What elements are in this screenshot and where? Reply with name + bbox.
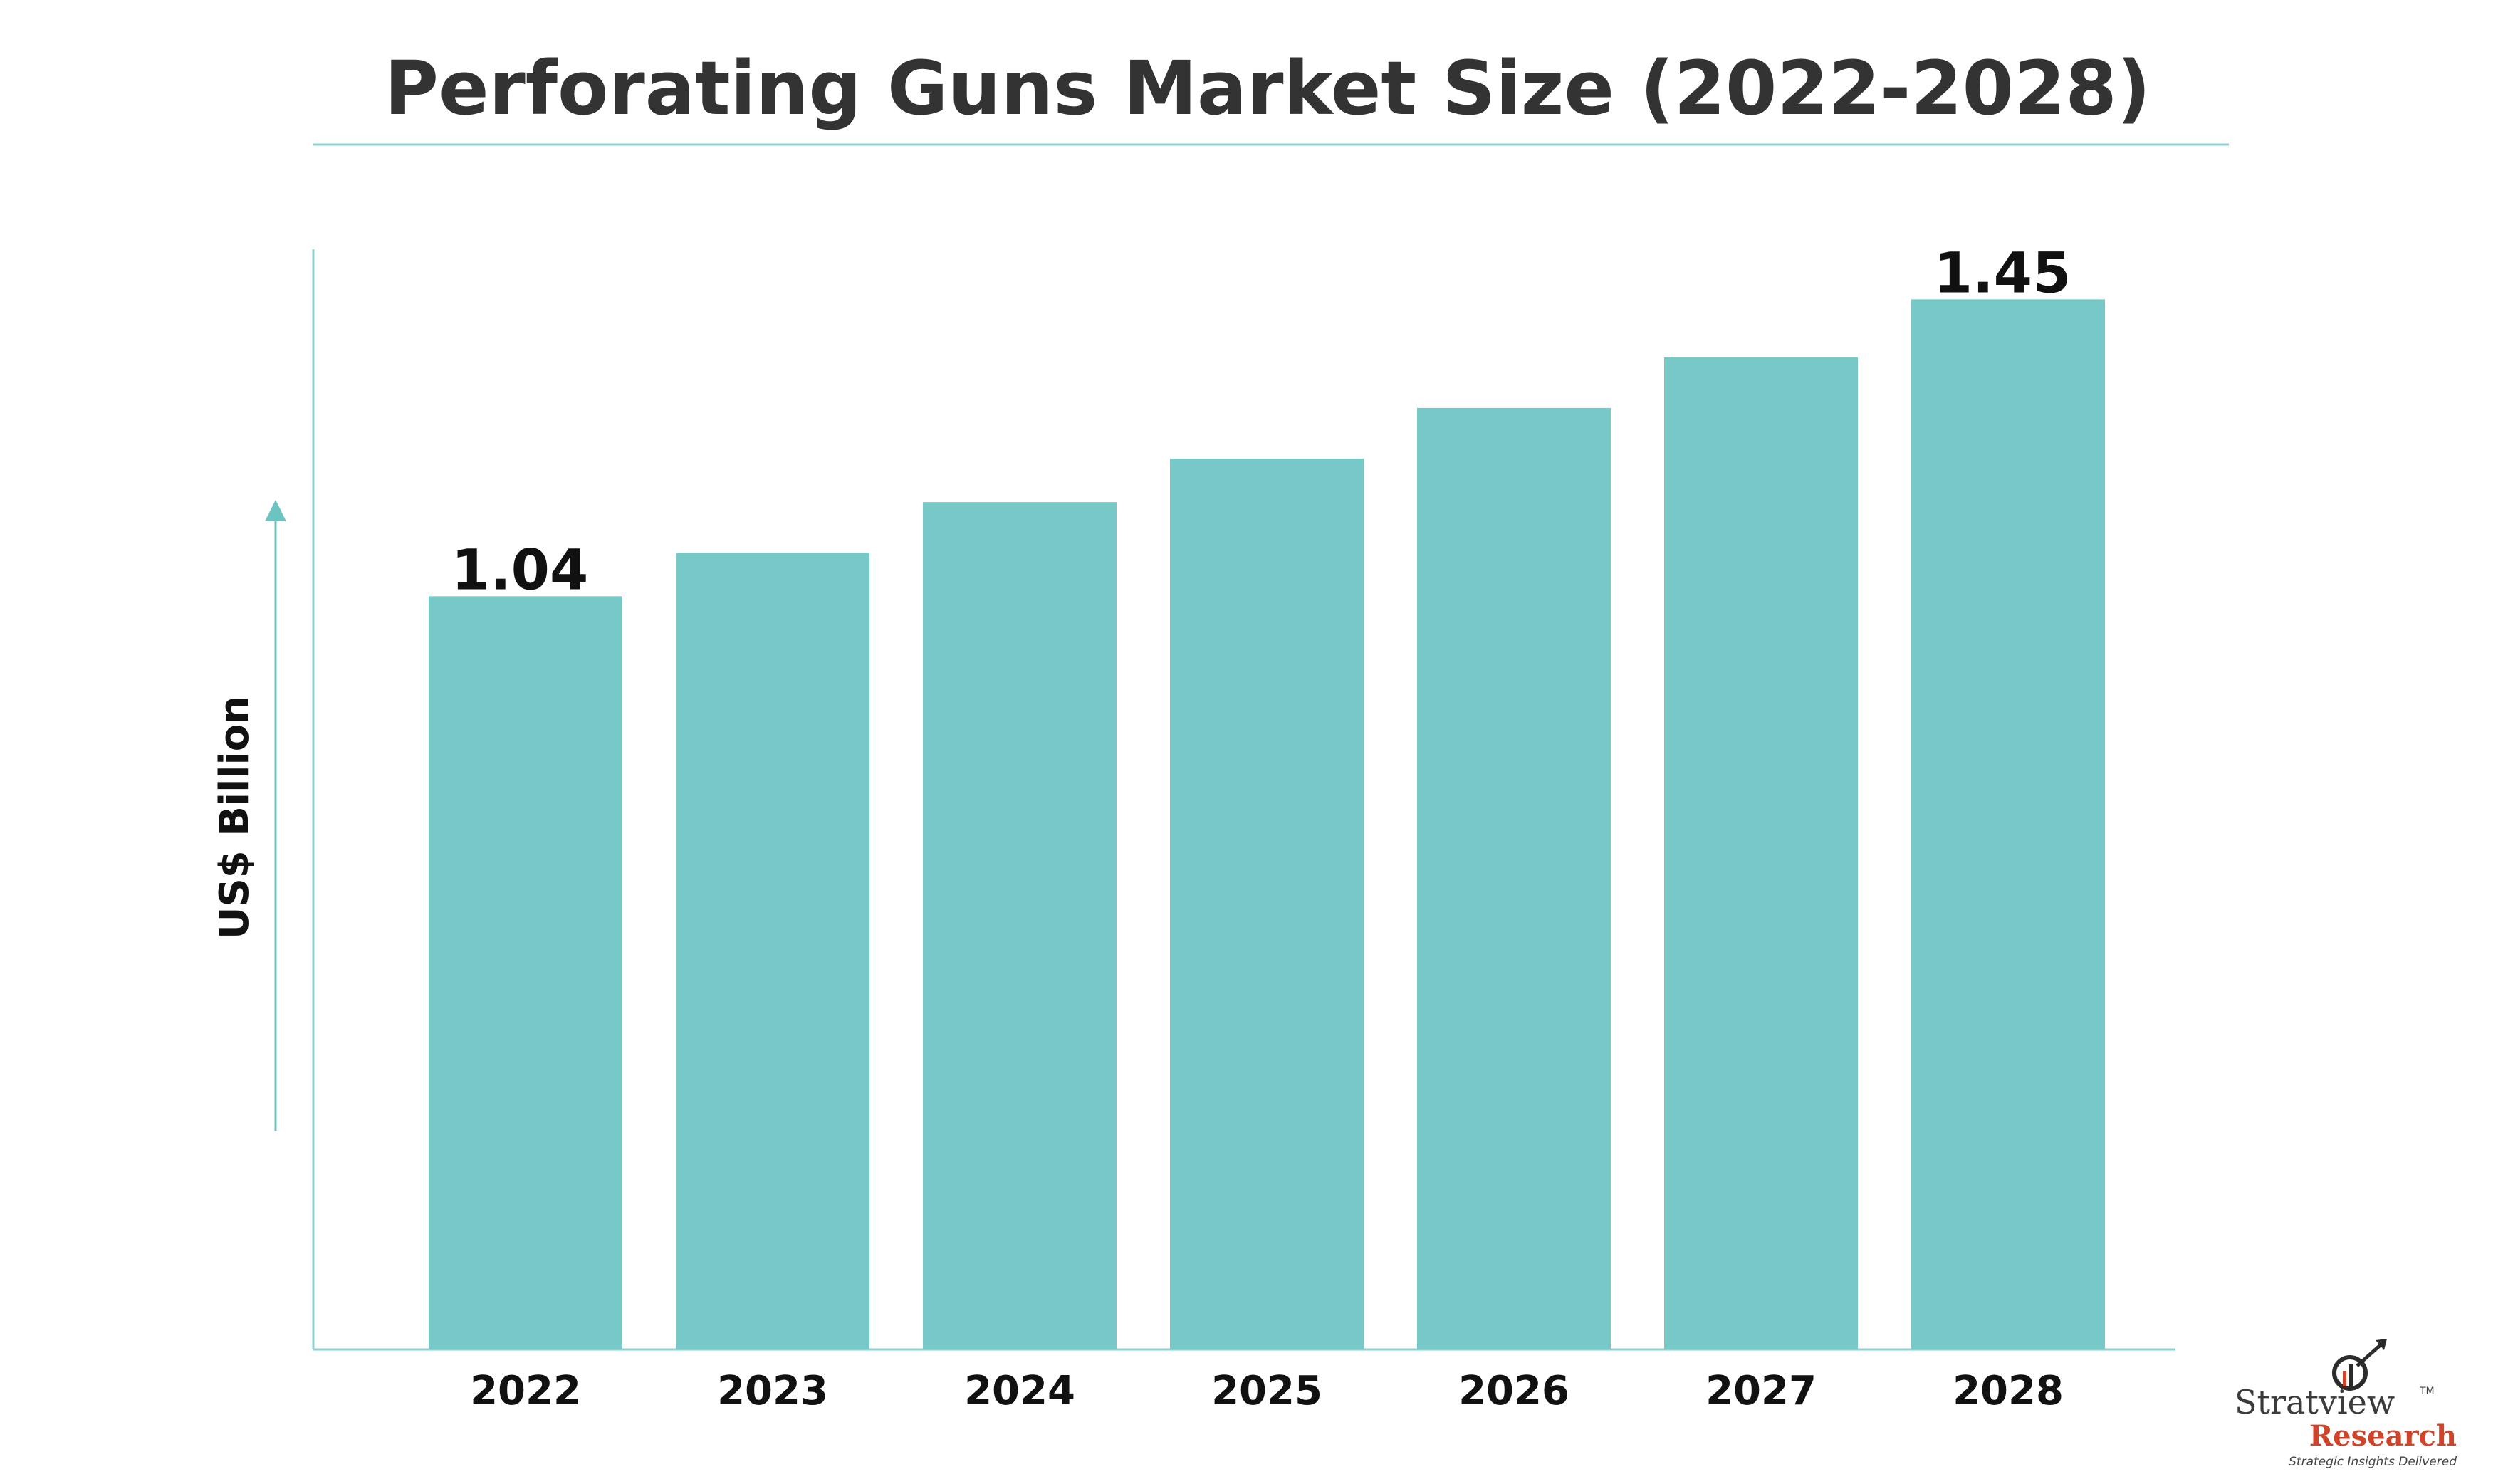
bar-2026 [1417, 407, 1611, 1349]
data-labels: 1.04 1.45 [451, 241, 2071, 602]
bar-2025 [1170, 459, 1364, 1349]
bar-2027 [1664, 357, 1858, 1350]
chart-title: Perforating Guns Market Size (2022-2028) [385, 45, 2151, 132]
bar-2022 [429, 596, 622, 1349]
logo-trademark: TM [2419, 1386, 2435, 1397]
x-tick-2028: 2028 [1953, 1368, 2064, 1414]
y-axis-arrow-icon [265, 500, 286, 1131]
data-label-2022: 1.04 [451, 538, 588, 602]
stratview-logo: Stratview TM Research Strategic Insights… [2235, 1339, 2457, 1469]
x-tick-2023: 2023 [717, 1368, 828, 1414]
x-tick-2027: 2027 [1705, 1368, 1817, 1414]
bar-2024 [923, 502, 1117, 1349]
x-tick-2022: 2022 [470, 1368, 581, 1414]
logo-tagline: Strategic Insights Delivered [2289, 1455, 2457, 1469]
bars [429, 299, 2105, 1350]
chart-arrow-icon [2332, 1339, 2387, 1391]
data-label-2028: 1.45 [1934, 241, 2071, 305]
x-tick-2026: 2026 [1458, 1368, 1569, 1414]
logo-subname: Research [2309, 1419, 2457, 1453]
logo-name: Stratview [2235, 1383, 2395, 1421]
x-tick-labels: 2022 2023 2024 2025 2026 2027 2028 [470, 1368, 2064, 1414]
x-tick-2025: 2025 [1211, 1368, 1322, 1414]
x-tick-2024: 2024 [964, 1368, 1075, 1414]
bar-2028 [1911, 299, 2105, 1350]
y-axis-label: US$ Billion [211, 696, 258, 939]
bar-2023 [676, 553, 869, 1349]
